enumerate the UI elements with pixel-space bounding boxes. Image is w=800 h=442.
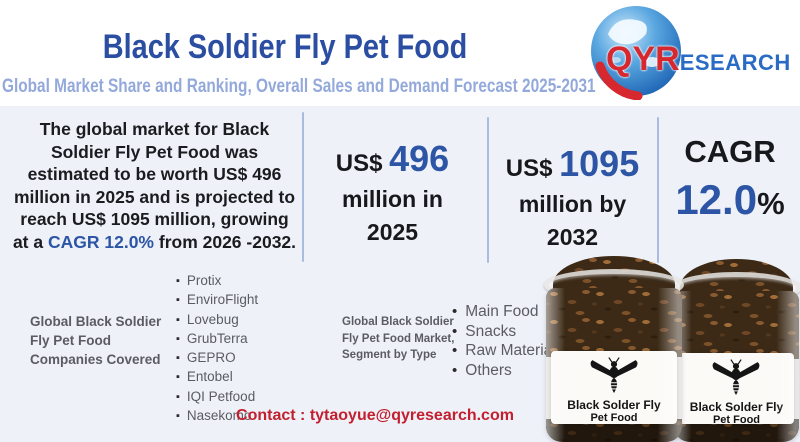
page-title: Black Soldier Fly Pet Food [102,28,468,66]
fly-icon [710,359,762,400]
stat-2032-currency: US$ [505,155,553,182]
jar-body: Black Solder Fly Pet Food [673,291,800,442]
larvae-fill [545,288,683,358]
stat-2032-unit: million by [518,191,627,217]
product-jar: Black Solder Fly Pet Food [671,259,800,442]
summary-text-after: from 2026 -2032. [154,231,297,252]
stat-2025-currency: US$ [335,150,383,177]
logo-wordmark: QYRESEARCH [606,40,791,79]
larvae-bottom [673,419,800,442]
larvae-fill [673,291,800,359]
stat-2032-year: 2032 [546,224,599,250]
larvae-bottom [545,418,683,442]
fly-icon [588,357,640,398]
qyresearch-logo: QYRESEARCH [586,4,790,102]
segment-item: Main Food [452,302,556,322]
divider-vertical-1 [302,112,304,262]
product-jar: Black Solder Fly Pet Food [543,256,685,442]
logo-text-qyr: QYR [606,40,680,78]
company-item: Protix [176,272,258,291]
stat-2032: US$ 1095 million by 2032 [490,145,655,254]
jar-body: Black Solder Fly Pet Food [545,288,683,442]
company-item: IQI Petfood [176,388,258,407]
jar-label-subtitle: Pet Food [712,413,761,426]
stat-2025: US$ 496 million in 2025 [305,140,480,249]
cagr-highlight: CAGR 12.0% [47,231,154,252]
jar-label-subtitle: Pet Food [590,412,638,425]
company-item: Lovebug [176,311,258,330]
cagr-percent-sign: % [757,186,785,221]
stat-2032-value: 1095 [559,143,640,184]
cagr-label: CAGR [684,134,776,169]
jar-label: Black Solder Fly Pet Food [551,351,677,425]
contact-line: Contact : tytaoyue@qyresearch.com [236,407,514,424]
stat-2025-unit: million in [342,186,443,212]
segment-item: Others [452,361,556,381]
market-summary: The global market for Black Soldier Fly … [12,118,297,253]
jar-label-title: Black Solder Fly [689,399,784,414]
segment-item: Raw Material [452,341,555,361]
logo-text-esearch: ESEARCH [679,50,791,75]
jar-label-title: Black Solder Fly [567,398,661,413]
companies-label: Global Black Soldier Fly Pet Food Compan… [30,314,162,367]
summary-text-before: The global market for Black Soldier Fly … [12,119,296,252]
cagr-value: 12.0 [675,176,758,223]
companies-list: Protix EnviroFlight Lovebug GrubTerra GE… [176,272,258,426]
company-item: Entobel [176,368,258,387]
cagr-block: CAGR 12.0% [664,130,796,226]
divider-vertical-3 [657,117,659,263]
stat-2025-value: 496 [389,138,450,179]
jar-label: Black Solder Fly Pet Food [678,352,795,426]
page-subtitle: Global Market Share and Ranking, Overall… [2,76,596,97]
company-item: GEPRO [176,349,258,368]
company-item: EnviroFlight [176,291,258,310]
header: Black Soldier Fly Pet Food Global Market… [0,0,800,106]
segments-list: Main Food Snacks Raw Material Others [452,302,556,381]
stat-2025-year: 2025 [366,219,419,245]
company-item: Nasekomo [176,407,258,426]
segment-item: Snacks [452,322,556,342]
company-item: GrubTerra [176,330,258,349]
segments-label: Global Black Soldier Fly Pet Food Market… [342,316,455,361]
divider-vertical-2 [487,117,489,263]
